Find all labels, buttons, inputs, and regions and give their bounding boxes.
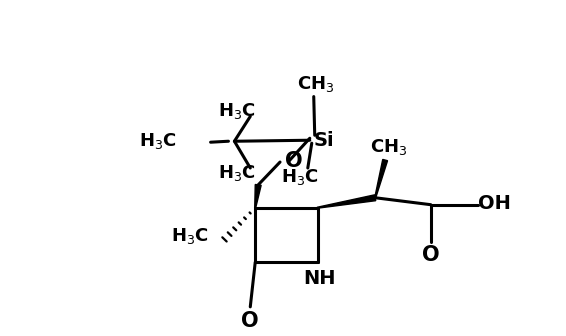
Text: Si: Si [314, 131, 335, 150]
Text: CH$_3$: CH$_3$ [297, 74, 335, 94]
Text: O: O [285, 151, 303, 171]
Polygon shape [255, 184, 261, 208]
Polygon shape [318, 195, 376, 208]
Text: O: O [242, 311, 259, 331]
Text: CH$_3$: CH$_3$ [370, 137, 408, 157]
Text: H$_3$C: H$_3$C [218, 163, 256, 183]
Text: H$_3$C: H$_3$C [218, 101, 256, 122]
Text: OH: OH [478, 194, 511, 213]
Text: H$_3$C: H$_3$C [139, 131, 177, 151]
Text: O: O [422, 245, 440, 265]
Text: H$_3$C: H$_3$C [281, 167, 319, 187]
Polygon shape [375, 160, 388, 198]
Text: H$_3$C: H$_3$C [171, 226, 209, 246]
Text: NH: NH [303, 268, 336, 288]
